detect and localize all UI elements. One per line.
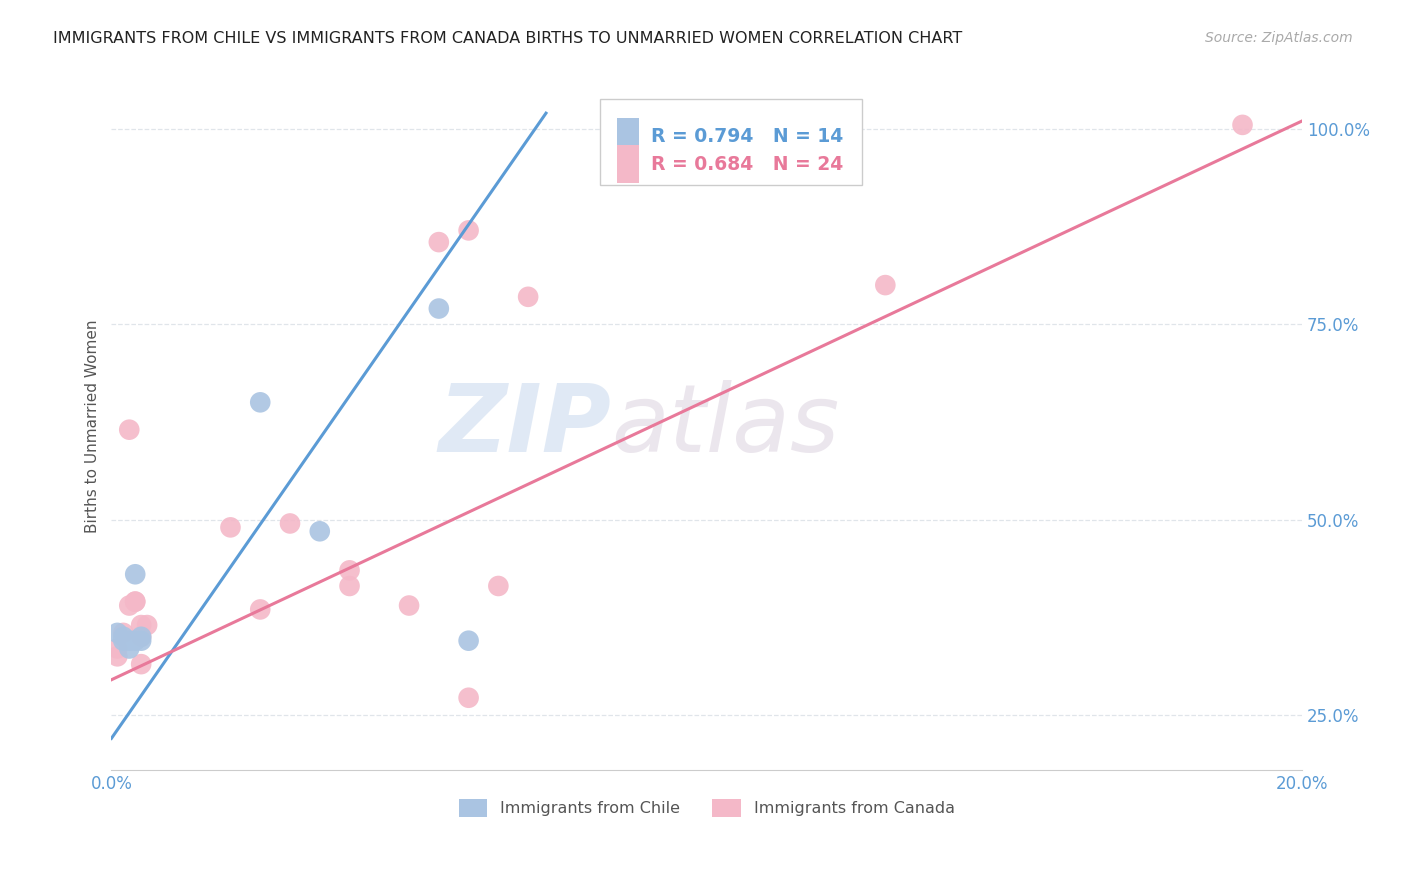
Point	[427, 235, 450, 249]
Point	[118, 633, 141, 648]
Point	[606, 774, 628, 789]
Point	[398, 599, 420, 613]
Point	[219, 520, 242, 534]
Point	[124, 594, 146, 608]
Y-axis label: Births to Unmarried Women: Births to Unmarried Women	[86, 319, 100, 533]
Text: R = 0.794   N = 14: R = 0.794 N = 14	[651, 127, 844, 146]
Point	[129, 630, 152, 644]
Text: ZIP: ZIP	[439, 380, 612, 472]
Point	[486, 579, 509, 593]
Point	[339, 563, 361, 577]
Point	[457, 633, 479, 648]
Point	[457, 690, 479, 705]
Point	[105, 626, 128, 640]
Text: R = 0.684   N = 24: R = 0.684 N = 24	[651, 154, 844, 174]
Point	[118, 641, 141, 656]
Point	[129, 618, 152, 632]
Text: atlas: atlas	[612, 380, 839, 471]
Point	[278, 516, 301, 531]
Point	[124, 633, 146, 648]
Point	[112, 626, 135, 640]
Legend: Immigrants from Chile, Immigrants from Canada: Immigrants from Chile, Immigrants from C…	[453, 792, 962, 823]
Point	[308, 524, 330, 539]
Bar	[617, 145, 638, 183]
Bar	[617, 118, 638, 155]
Text: IMMIGRANTS FROM CHILE VS IMMIGRANTS FROM CANADA BIRTHS TO UNMARRIED WOMEN CORREL: IMMIGRANTS FROM CHILE VS IMMIGRANTS FROM…	[53, 31, 963, 46]
Point	[105, 649, 128, 664]
Point	[136, 618, 159, 632]
Point	[339, 579, 361, 593]
Point	[427, 301, 450, 316]
Point	[129, 657, 152, 672]
Point	[118, 423, 141, 437]
Point	[124, 567, 146, 582]
Point	[124, 594, 146, 608]
Point	[1232, 118, 1254, 132]
Text: Source: ZipAtlas.com: Source: ZipAtlas.com	[1205, 31, 1353, 45]
Point	[875, 278, 897, 293]
Point	[112, 630, 135, 644]
Point	[249, 602, 271, 616]
FancyBboxPatch shape	[599, 99, 862, 185]
Point	[129, 633, 152, 648]
Point	[118, 599, 141, 613]
Point	[105, 641, 128, 656]
Point	[457, 223, 479, 237]
Point	[129, 630, 152, 644]
Point	[249, 395, 271, 409]
Point	[112, 633, 135, 648]
Point	[517, 290, 540, 304]
